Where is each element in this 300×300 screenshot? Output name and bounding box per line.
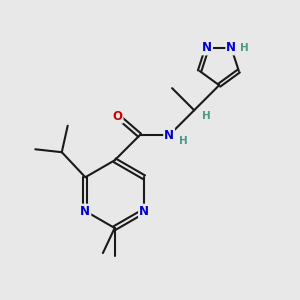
Text: H: H [202, 110, 211, 121]
Text: H: H [240, 43, 248, 53]
Text: H: H [178, 136, 187, 146]
Text: N: N [139, 205, 149, 218]
Text: O: O [112, 110, 123, 123]
Text: N: N [80, 205, 90, 218]
Text: N: N [226, 41, 236, 54]
Text: N: N [202, 41, 212, 54]
Text: N: N [164, 129, 174, 142]
